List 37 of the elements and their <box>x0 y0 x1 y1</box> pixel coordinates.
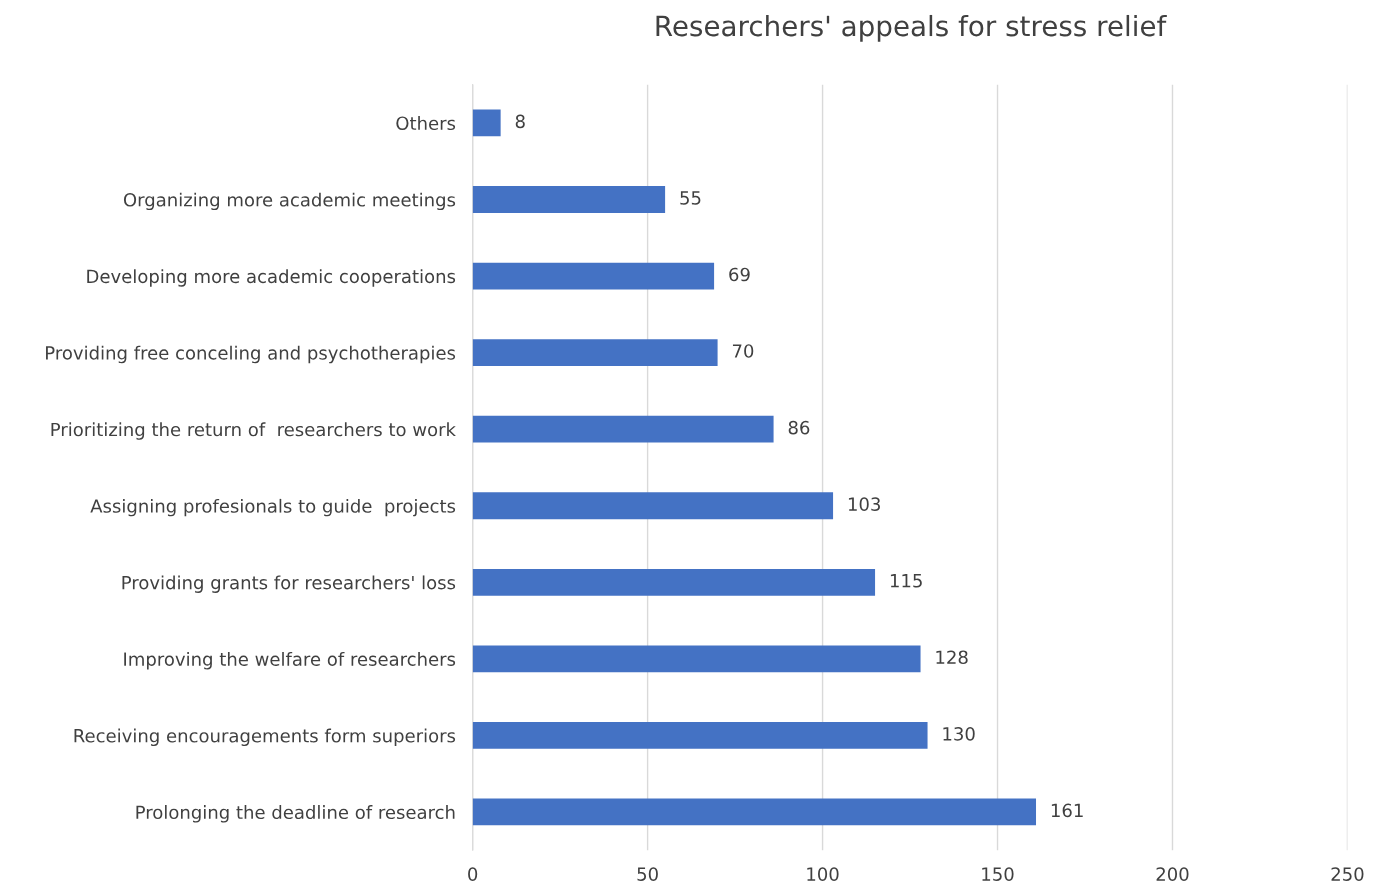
bar <box>472 186 666 213</box>
y-tick-label: Receiving encouragements form superiors <box>74 728 456 747</box>
data-label: 55 <box>680 191 701 205</box>
x-tick-label: 250 <box>1331 867 1364 881</box>
y-tick-label: Assigning profesionals to guide projects <box>90 498 456 517</box>
data-label: 8 <box>515 114 525 129</box>
bar <box>472 415 774 443</box>
bar <box>472 722 928 749</box>
y-tick-label: Providing grants for researchers' loss <box>122 575 456 593</box>
x-tick-label: 150 <box>982 867 1014 881</box>
bar <box>472 339 718 367</box>
bar <box>472 262 715 290</box>
chart-title: Researchers' appeals for stress relief <box>656 14 1167 42</box>
bar <box>472 492 834 520</box>
bar <box>472 798 1037 826</box>
data-label: 103 <box>848 497 880 511</box>
bar <box>472 645 921 673</box>
data-label: 115 <box>890 574 922 588</box>
y-tick-label: Prolonging the deadline of research <box>136 805 455 823</box>
data-label: 128 <box>936 650 968 665</box>
y-tick-label: Prioritizing the return of researchers to work <box>51 422 456 440</box>
data-label: 69 <box>729 267 750 282</box>
data-label: 130 <box>943 726 975 741</box>
bar <box>472 109 501 137</box>
y-tick-label: Others <box>396 116 456 131</box>
y-tick-label: Providing free conceling and psychotherapies <box>46 345 456 364</box>
y-tick-label: Organizing more academic meetings <box>123 192 456 211</box>
y-tick-label: Developing more academic cooperations <box>87 269 456 287</box>
x-tick-label: 50 <box>637 867 658 881</box>
bar <box>472 568 876 596</box>
x-tick-label: 100 <box>807 867 839 881</box>
y-tick-label: Improving the welfare of researchers <box>124 651 456 670</box>
data-label: 161 <box>1051 803 1083 818</box>
x-tick-label: 0 <box>468 867 478 881</box>
data-label: 86 <box>788 420 810 435</box>
x-tick-label: 200 <box>1156 867 1189 881</box>
data-label: 70 <box>732 344 754 358</box>
